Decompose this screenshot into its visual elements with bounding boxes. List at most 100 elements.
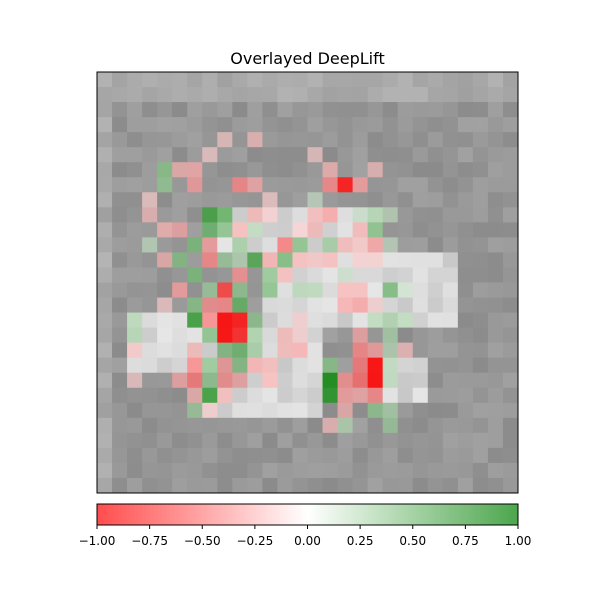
- image-pixel: [352, 267, 369, 283]
- image-pixel: [202, 267, 218, 283]
- attribution-pixel: [352, 207, 369, 223]
- colorbar-segment: [99, 504, 102, 525]
- colorbar-segment: [325, 504, 328, 525]
- image-pixel: [382, 72, 399, 88]
- colorbar-segment: [249, 504, 252, 525]
- image-pixel: [352, 147, 369, 163]
- image-pixel: [382, 447, 399, 464]
- image-pixel: [487, 192, 504, 208]
- image-pixel: [307, 177, 323, 193]
- image-pixel: [127, 72, 143, 88]
- image-pixel: [322, 342, 338, 359]
- image-pixel: [262, 162, 278, 178]
- image-pixel: [487, 207, 504, 223]
- image-pixel: [382, 162, 399, 178]
- image-pixel: [472, 357, 489, 374]
- attribution-pixel: [277, 252, 293, 268]
- attribution-pixel: [127, 342, 143, 359]
- attribution-pixel: [277, 327, 293, 344]
- image-pixel: [352, 102, 369, 118]
- image-pixel: [187, 327, 203, 344]
- colorbar-segment: [299, 504, 302, 525]
- image-pixel: [397, 357, 414, 374]
- image-pixel: [127, 252, 143, 268]
- image-pixel: [187, 282, 203, 298]
- image-pixel: [457, 132, 474, 148]
- image-pixel: [397, 222, 414, 238]
- image-pixel: [322, 147, 338, 163]
- colorbar-segment: [393, 504, 396, 525]
- attribution-pixel: [127, 327, 143, 344]
- image-pixel: [247, 192, 263, 208]
- attribution-pixel: [232, 267, 248, 283]
- image-pixel: [427, 132, 444, 148]
- image-pixel: [487, 432, 504, 449]
- image-pixel: [382, 132, 399, 148]
- image-pixel: [127, 147, 143, 163]
- image-pixel: [142, 87, 158, 103]
- colorbar-segment: [321, 504, 324, 525]
- image-pixel: [292, 447, 308, 464]
- attribution-pixel: [157, 297, 173, 313]
- image-pixel: [202, 87, 218, 103]
- attribution-pixel: [322, 357, 338, 374]
- colorbar-segment: [457, 504, 461, 525]
- colorbar-segment: [155, 504, 158, 525]
- image-pixel: [127, 267, 143, 283]
- colorbar-segment: [413, 504, 417, 525]
- image-pixel: [412, 357, 429, 374]
- image-pixel: [232, 387, 248, 404]
- image-pixel: [277, 387, 293, 404]
- chart-title: Overlayed DeepLift: [230, 49, 384, 68]
- attribution-pixel: [247, 342, 263, 359]
- image-pixel: [337, 222, 354, 238]
- attribution-pixel: [382, 372, 399, 389]
- colorbar-segment: [273, 504, 276, 525]
- image-pixel: [187, 462, 203, 479]
- image-pixel: [157, 327, 173, 344]
- image-pixel: [442, 297, 459, 313]
- attribution-pixel: [367, 387, 384, 404]
- image-pixel: [502, 72, 518, 88]
- image-pixel: [427, 357, 444, 374]
- image-pixel: [322, 282, 338, 298]
- image-pixel: [472, 447, 489, 464]
- image-pixel: [337, 147, 354, 163]
- image-pixel: [262, 342, 278, 359]
- image-pixel: [142, 222, 158, 238]
- colorbar-segment: [391, 504, 394, 525]
- image-pixel: [412, 132, 429, 148]
- colorbar-segment: [493, 504, 497, 525]
- image-pixel: [247, 372, 263, 389]
- image-pixel: [247, 147, 263, 163]
- image-pixel: [442, 342, 459, 359]
- image-pixel: [442, 387, 459, 404]
- image-pixel: [172, 102, 188, 118]
- image-pixel: [502, 132, 518, 148]
- image-pixel: [412, 237, 429, 253]
- image-pixel: [502, 417, 518, 434]
- image-pixel: [397, 102, 414, 118]
- attribution-pixel: [142, 237, 158, 253]
- colorbar-segment: [147, 504, 150, 525]
- image-pixel: [127, 477, 143, 493]
- image-pixel: [112, 207, 128, 223]
- colorbar-segment: [339, 504, 342, 525]
- image-pixel: [427, 447, 444, 464]
- image-pixel: [97, 447, 113, 464]
- colorbar-segment: [461, 504, 465, 525]
- image-pixel: [337, 192, 354, 208]
- colorbar-segment: [289, 504, 292, 525]
- image-pixel: [112, 192, 128, 208]
- image-pixel: [232, 402, 248, 419]
- image-pixel: [172, 237, 188, 253]
- image-pixel: [457, 447, 474, 464]
- attribution-pixel: [367, 222, 384, 238]
- image-pixel: [442, 462, 459, 479]
- attribution-pixel: [232, 327, 248, 344]
- image-pixel: [262, 462, 278, 479]
- image-pixel: [442, 417, 459, 434]
- image-pixel: [142, 402, 158, 419]
- image-pixel: [307, 117, 323, 133]
- image-pixel: [412, 312, 429, 329]
